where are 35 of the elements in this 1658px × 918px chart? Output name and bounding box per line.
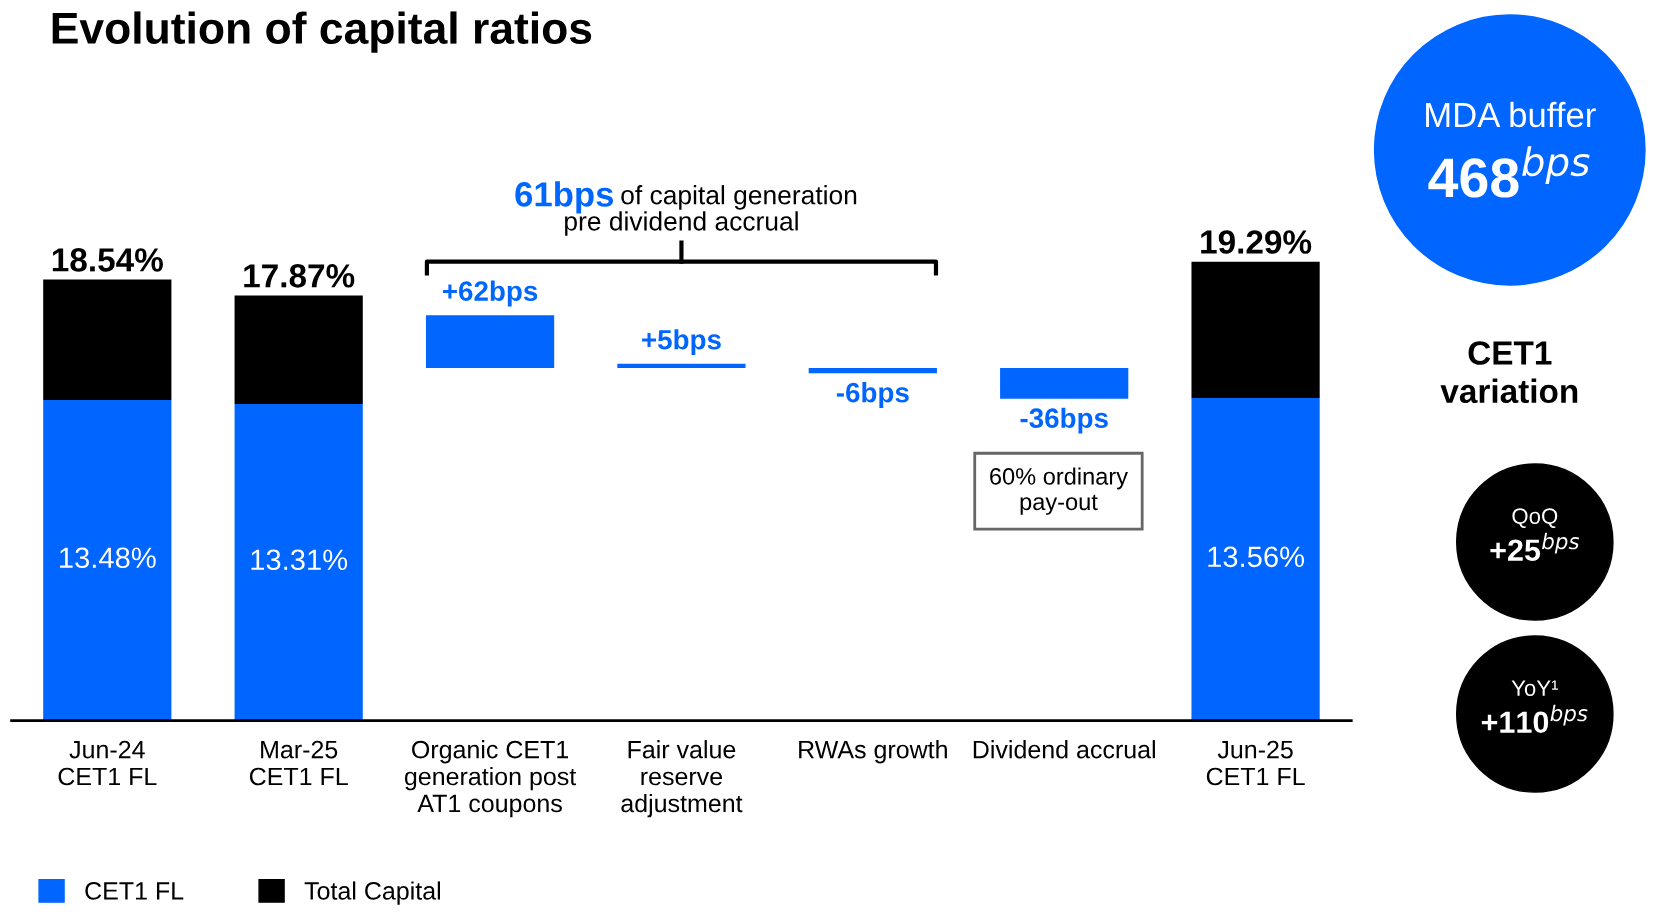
bar — [43, 279, 172, 400]
legend-label: Total Capital — [304, 881, 440, 905]
data-label: -36bps — [1020, 407, 1108, 434]
bar — [1191, 261, 1320, 398]
total-label: 18.54% — [52, 248, 163, 272]
x-tick-label: Mar-25 CET1 FL — [249, 740, 348, 786]
x-tick-label: Jun-24 CET1 FL — [58, 740, 157, 786]
data-label: 13.56% — [1208, 546, 1305, 568]
bar — [43, 399, 172, 721]
text: CET1 variation — [1440, 341, 1578, 404]
text: +25$^{bps}$ — [1490, 532, 1580, 562]
text: 468$^{bps}$ — [1428, 146, 1590, 198]
text: of capital generation — [621, 185, 857, 210]
data-label: +62bps — [442, 280, 538, 307]
legend-label: CET1 FL — [85, 882, 184, 900]
bar — [234, 295, 363, 404]
x-tick-label: Organic CET1 generation post AT1 coupons — [404, 740, 577, 818]
total-label: 19.29% — [1201, 230, 1312, 254]
text: MDA buffer — [1426, 101, 1596, 128]
x-tick-label: Jun-25 CET1 FL — [1206, 740, 1305, 786]
x-tick-label: Dividend accrual — [973, 740, 1155, 759]
bar — [234, 403, 363, 721]
text: YoY¹ — [1511, 680, 1559, 696]
x-tick-label: RWAs growth — [799, 740, 947, 764]
text: QoQ — [1512, 508, 1558, 528]
x-tick-label: Fair value reserve adjustment — [621, 740, 743, 818]
data-label: +5bps — [642, 329, 721, 356]
text: +110$^{bps}$ — [1481, 704, 1588, 734]
bar — [1191, 397, 1320, 721]
data-label: -6bps — [836, 382, 909, 408]
data-label: 13.48% — [60, 547, 156, 569]
annotation: 60% ordinary pay-out — [990, 467, 1128, 515]
data-label: 13.31% — [251, 549, 348, 571]
total-label: 17.87% — [244, 264, 355, 288]
chart-title: Evolution of capital ratios — [52, 11, 592, 53]
